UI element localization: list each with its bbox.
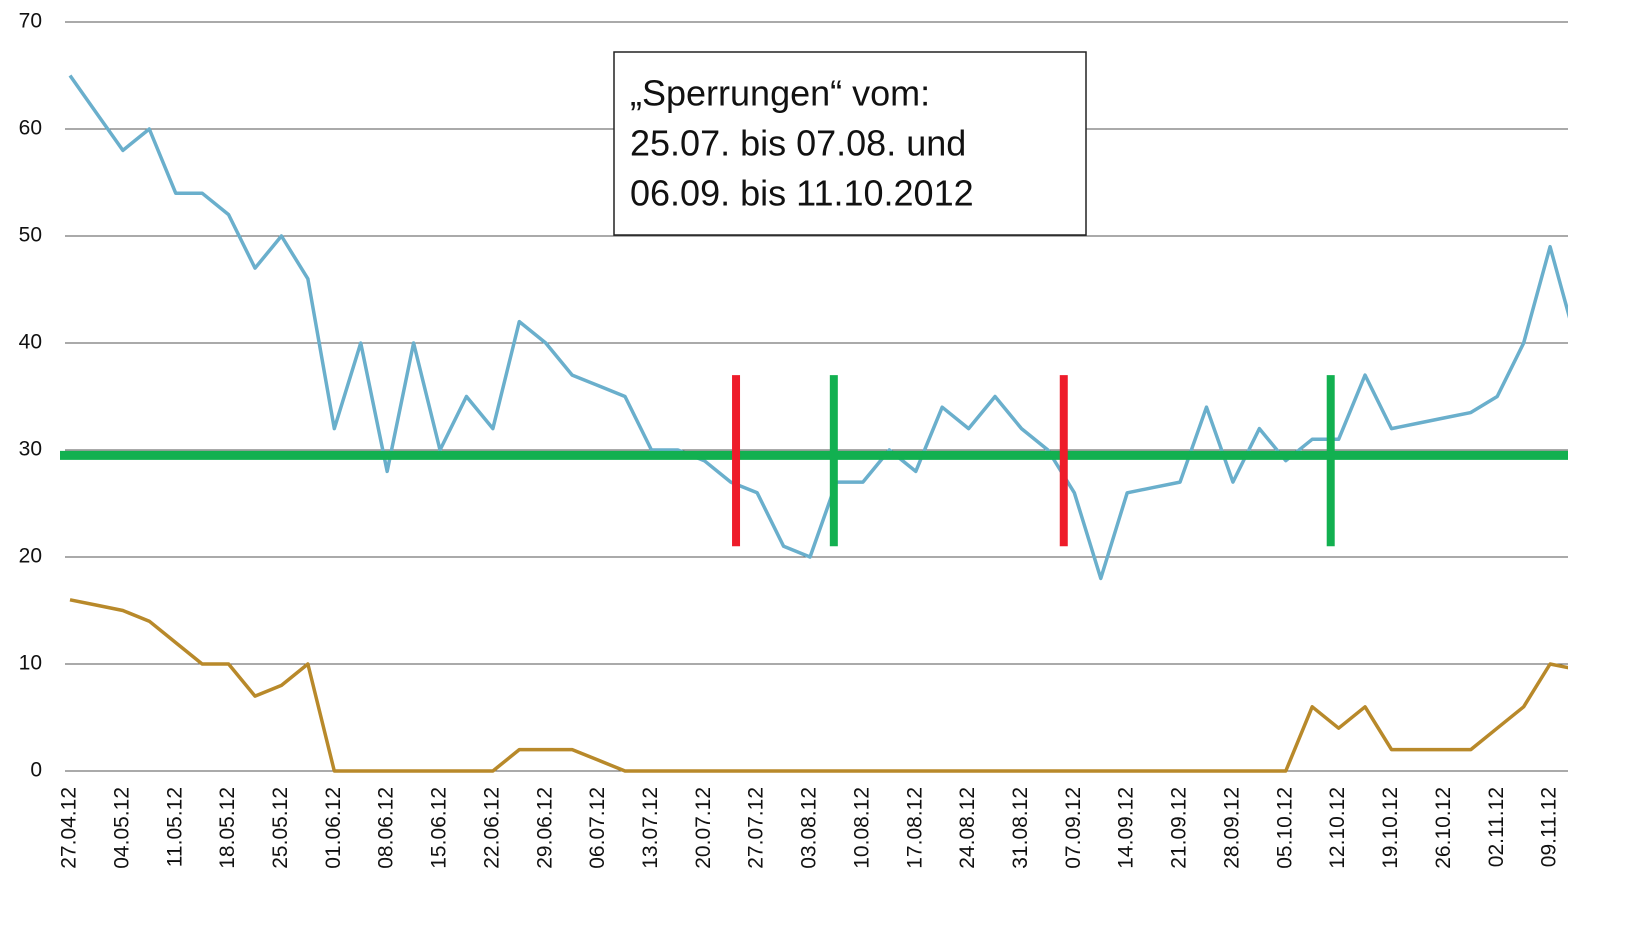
x-tick-label: 09.11.12 xyxy=(1538,787,1561,867)
x-tick-label: 12.10.12 xyxy=(1326,787,1349,869)
x-tick-label: 03.08.12 xyxy=(798,787,821,869)
x-tick-label: 14.09.12 xyxy=(1115,787,1138,869)
x-tick-label: 28.09.12 xyxy=(1220,787,1243,869)
data-line xyxy=(68,74,1568,581)
y-tick-label: 20 xyxy=(19,545,42,568)
x-tick-label: 25.05.12 xyxy=(269,787,292,869)
annotation-text: 06.09. bis 11.10.2012 xyxy=(630,173,974,214)
x-tick-label: 15.06.12 xyxy=(428,787,451,869)
x-tick-label: 20.07.12 xyxy=(692,787,715,869)
x-tick-label: 05.10.12 xyxy=(1273,787,1296,869)
data-line xyxy=(69,598,1568,773)
x-tick-label: 19.10.12 xyxy=(1379,787,1402,869)
x-tick-label: 01.06.12 xyxy=(322,787,345,869)
annotation-text: „Sperrungen“ vom: xyxy=(630,73,930,114)
y-tick-label: 10 xyxy=(19,652,42,675)
x-tick-label: 06.07.12 xyxy=(586,787,609,869)
x-tick-label: 31.08.12 xyxy=(1009,787,1032,869)
x-tick-label: 13.07.12 xyxy=(639,787,662,869)
y-tick-label: 30 xyxy=(19,438,42,461)
x-tick-label: 10.08.12 xyxy=(850,787,873,869)
x-tick-label: 24.08.12 xyxy=(956,787,979,869)
annotation-text: 25.07. bis 07.08. und xyxy=(630,123,966,164)
x-tick-label: 29.06.12 xyxy=(533,787,556,869)
x-tick-label: 26.10.12 xyxy=(1432,787,1455,869)
y-tick-label: 50 xyxy=(19,224,42,247)
x-tick-label: 22.06.12 xyxy=(480,787,503,869)
y-tick-label: 40 xyxy=(19,331,42,354)
x-tick-label: 27.07.12 xyxy=(745,787,768,869)
x-tick-label: 27.04.12 xyxy=(58,787,81,869)
plot-area xyxy=(60,74,1568,773)
x-tick-label: 11.05.12 xyxy=(163,787,186,867)
x-tick-label: 02.11.12 xyxy=(1485,787,1508,867)
y-tick-label: 60 xyxy=(19,117,42,140)
annotation-box xyxy=(613,51,1087,236)
x-tick-label: 17.08.12 xyxy=(903,787,926,869)
x-tick-label: 08.06.12 xyxy=(375,787,398,869)
y-tick-label: 70 xyxy=(19,10,42,33)
x-tick-label: 18.05.12 xyxy=(216,787,239,869)
x-tick-label: 04.05.12 xyxy=(110,787,133,869)
x-tick-label: 21.09.12 xyxy=(1168,787,1191,869)
x-tick-label: 07.09.12 xyxy=(1062,787,1085,869)
y-tick-label: 0 xyxy=(30,759,42,782)
